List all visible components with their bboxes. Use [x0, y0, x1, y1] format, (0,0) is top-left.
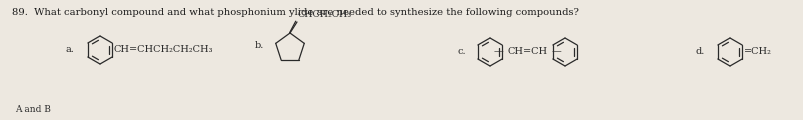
Text: —: —	[492, 48, 503, 57]
Text: =CH₂: =CH₂	[743, 48, 771, 57]
Text: b.: b.	[255, 42, 264, 51]
Text: —: —	[552, 48, 561, 57]
Text: CHCH₂CH₃: CHCH₂CH₃	[298, 10, 352, 19]
Text: CH=CH: CH=CH	[507, 48, 547, 57]
Text: d.: d.	[695, 48, 704, 57]
Text: 89.  What carbonyl compound and what phosphonium ylide are needed to synthesize : 89. What carbonyl compound and what phos…	[12, 8, 578, 17]
Text: CH=CHCH₂CH₂CH₃: CH=CHCH₂CH₂CH₃	[114, 45, 214, 54]
Text: c.: c.	[458, 48, 466, 57]
Text: a.: a.	[66, 45, 75, 54]
Text: A and B: A and B	[15, 105, 51, 114]
